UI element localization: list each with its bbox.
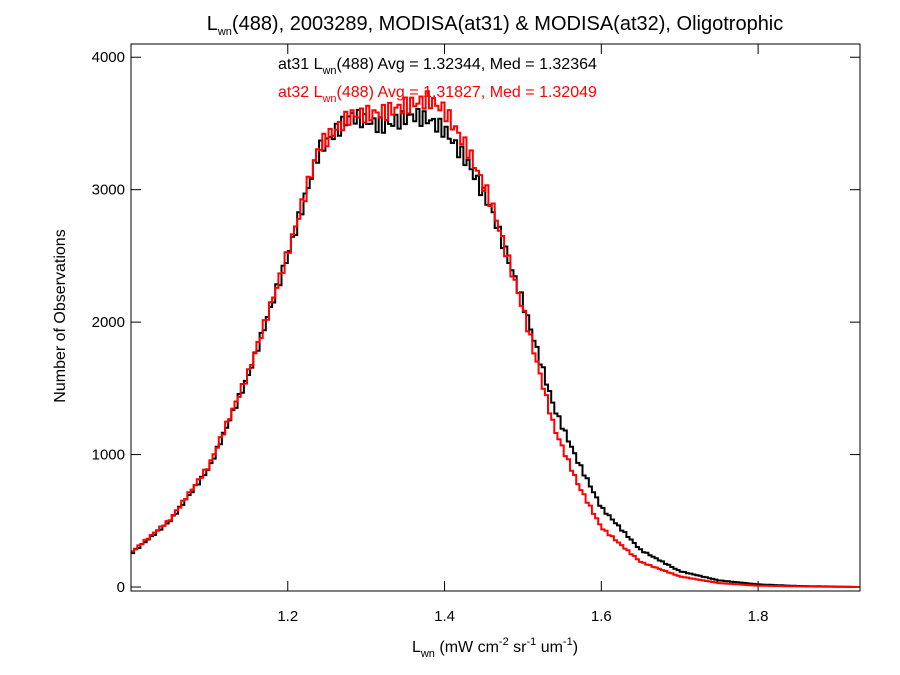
y-tick-label: 3000 <box>92 182 125 199</box>
legend-at31: at31 Lwn(488) Avg = 1.32344, Med = 1.323… <box>278 56 597 77</box>
x-axis-label: Lwn (mW cm-2 sr-1 um-1) <box>412 636 578 660</box>
y-tick-label: 0 <box>117 579 125 596</box>
x-tick-label: 1.8 <box>748 608 769 625</box>
series-at31-line <box>131 107 860 588</box>
plot-frame <box>130 43 861 592</box>
x-tick-label: 1.2 <box>277 608 298 625</box>
series-at32-line <box>131 90 860 588</box>
y-tick-label: 4000 <box>92 49 125 66</box>
x-tick-label: 1.6 <box>591 608 612 625</box>
y-axis-label: Number of Observations <box>52 229 69 402</box>
legend-at32: at32 Lwn(488) Avg = 1.31827, Med = 1.320… <box>278 84 597 105</box>
axis-ticks: 1.2 1.4 1.6 1.8 0 1000 2000 3000 4000 <box>92 44 860 625</box>
y-tick-label: 2000 <box>92 314 125 331</box>
series-lines <box>131 90 860 588</box>
chart-title: Lwn(488), 2003289, MODISA(at31) & MODISA… <box>207 13 784 38</box>
x-tick-label: 1.4 <box>434 608 455 625</box>
y-tick-label: 1000 <box>92 447 125 464</box>
